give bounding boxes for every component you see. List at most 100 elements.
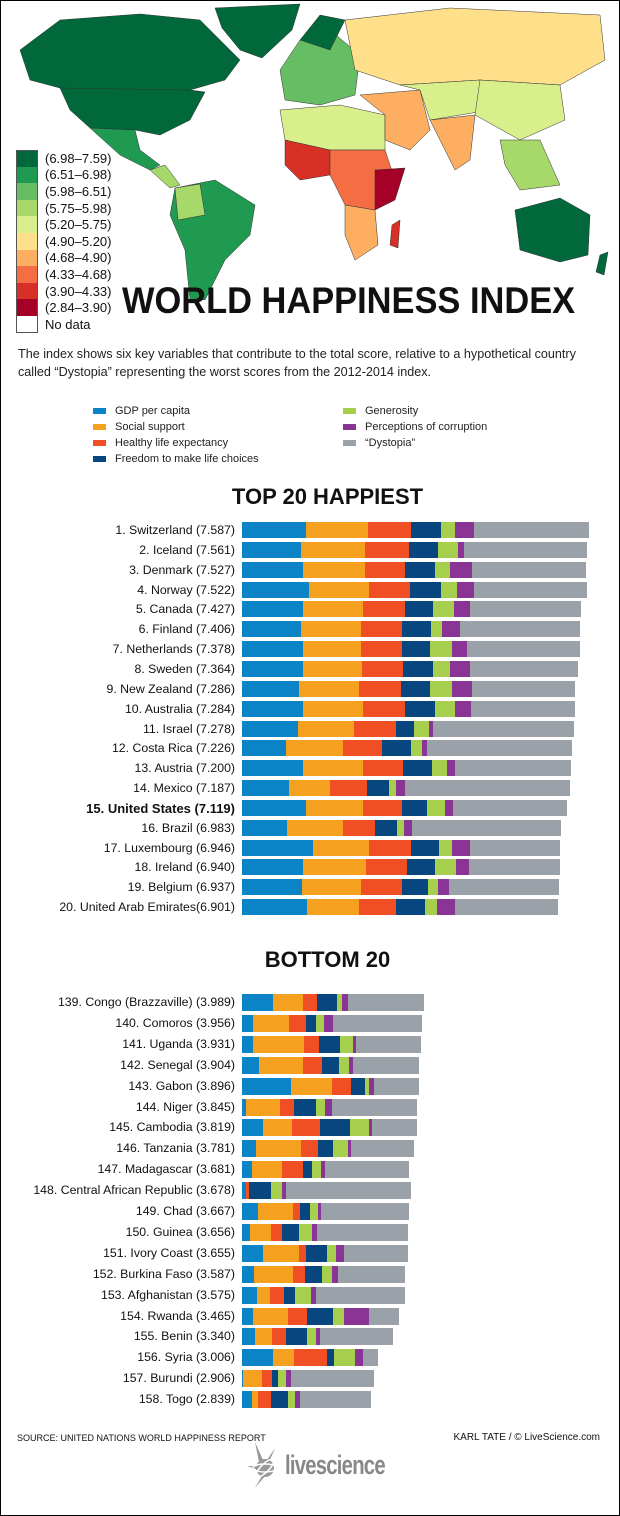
bar-segment-freedom-to-make-life-choices [351, 1077, 366, 1095]
bar-segment-social-support [305, 522, 368, 538]
legend-swatch [343, 408, 356, 414]
bar-segment-perceptions-of-corruption [348, 1056, 354, 1074]
map-legend-item: No data [16, 315, 112, 333]
bar-segment-gdp-per-capita [242, 839, 314, 856]
bar-segment-dystopia [469, 859, 560, 876]
bar-segment-generosity [307, 1328, 316, 1346]
bar-segment-perceptions-of-corruption [452, 680, 472, 697]
bar-segment-generosity [311, 1161, 322, 1179]
bar-segment-social-support [308, 581, 370, 598]
bar-segment-freedom-to-make-life-choices [305, 1244, 327, 1262]
bar-segment-healthy-life-expectancy [361, 660, 404, 677]
bar-segment-freedom-to-make-life-choices [403, 760, 432, 777]
stacked-bar [242, 859, 560, 876]
bar-segment-healthy-life-expectancy [280, 1098, 295, 1116]
bar-segment-dystopia [363, 1349, 378, 1367]
bar-segment-generosity [365, 1077, 369, 1095]
bar-label: 4. Norway (7.522) [137, 582, 235, 597]
stacked-bar [242, 641, 580, 658]
bar-segment-dystopia [344, 1244, 409, 1262]
bar-segment-generosity [430, 680, 453, 697]
stacked-bar [242, 1349, 378, 1367]
stacked-bar [242, 760, 572, 777]
bar-segment-dystopia [371, 1119, 417, 1137]
bar-label: 158. Togo (2.839) [138, 1392, 235, 1407]
bar-label: 152. Burkina Faso (3.587) [92, 1266, 235, 1281]
bar-segment-social-support [253, 1014, 290, 1032]
bar-segment-dystopia [351, 1140, 414, 1158]
bar-segment-perceptions-of-corruption [353, 1035, 357, 1053]
bar-segment-gdp-per-capita [242, 1161, 253, 1179]
bar-segment-social-support [263, 1119, 293, 1137]
bar-segment-social-support [259, 1056, 304, 1074]
bar-segment-perceptions-of-corruption [454, 601, 470, 618]
bar-segment-dystopia [469, 601, 582, 618]
bar-segment-generosity [299, 1223, 312, 1241]
bar-segment-generosity [322, 1265, 333, 1283]
bar-segment-gdp-per-capita [242, 1140, 256, 1158]
stacked-bar [242, 1391, 372, 1409]
bar-segment-generosity [425, 899, 438, 916]
bar-segment-dystopia [321, 1203, 410, 1220]
bar-segment-gdp-per-capita [242, 760, 304, 777]
stacked-bar [242, 1203, 410, 1220]
bar-segment-gdp-per-capita [242, 1370, 243, 1388]
bar-label: 150. Guinea (3.656) [125, 1224, 235, 1239]
bar-segment-dystopia [452, 799, 568, 816]
map-legend-swatch [16, 315, 38, 333]
stacked-bar [242, 899, 558, 916]
bar-segment-perceptions-of-corruption [438, 879, 449, 896]
bar-segment-freedom-to-make-life-choices [319, 1119, 350, 1137]
bar-segment-social-support [305, 799, 363, 816]
bar-segment-dystopia [325, 1161, 410, 1179]
stacked-bar [242, 720, 575, 737]
map-legend-swatch [16, 216, 38, 233]
bar-segment-generosity [397, 819, 404, 836]
map-legend-swatch [16, 150, 38, 167]
bar-segment-generosity [271, 1182, 283, 1200]
legend-label: Perceptions of corruption [365, 421, 488, 433]
bar-segment-dystopia [460, 621, 581, 638]
bar-segment-freedom-to-make-life-choices [248, 1182, 272, 1200]
bar-label: 2. Iceland (7.561) [139, 542, 235, 557]
map-greenland [214, 3, 301, 59]
bar-label: 19. Belgium (6.937) [127, 880, 235, 895]
map-canada [19, 13, 241, 93]
bar-segment-freedom-to-make-life-choices [303, 1161, 312, 1179]
stacked-bar [242, 1286, 405, 1304]
bar-segment-generosity [277, 1370, 287, 1388]
bar-segment-social-support [255, 1140, 301, 1158]
map-legend-item: (2.84–3.90) [16, 299, 112, 316]
map-southern-africa [344, 204, 379, 261]
bar-segment-social-support [250, 1223, 272, 1241]
bar-segment-healthy-life-expectancy [271, 1223, 283, 1241]
bar-segment-gdp-per-capita [242, 1265, 254, 1283]
bar-segment-freedom-to-make-life-choices [374, 819, 398, 836]
bar-segment-healthy-life-expectancy [292, 1119, 320, 1137]
bar-segment-perceptions-of-corruption [282, 1182, 287, 1200]
bar-segment-generosity [433, 601, 455, 618]
bar-segment-perceptions-of-corruption [445, 799, 453, 816]
bar-segment-dystopia [286, 1182, 411, 1200]
bar-segment-generosity [316, 1014, 325, 1032]
stacked-bar [242, 1370, 374, 1388]
legend-label: Healthy life expectancy [115, 437, 229, 449]
bar-segment-gdp-per-capita [242, 1307, 253, 1325]
bar-segment-freedom-to-make-life-choices [405, 561, 435, 578]
bar-segment-generosity [428, 879, 439, 896]
stacked-bar [242, 660, 579, 677]
bar-segment-social-support [313, 839, 370, 856]
stacked-bar [242, 581, 587, 598]
bar-segment-healthy-life-expectancy [342, 819, 375, 836]
bar-segment-healthy-life-expectancy [262, 1370, 273, 1388]
bar-segment-healthy-life-expectancy [361, 621, 402, 638]
bar-segment-healthy-life-expectancy [331, 1077, 352, 1095]
map-legend-label: (2.84–3.90) [45, 300, 112, 316]
bar-segment-dystopia [411, 819, 561, 836]
bar-segment-healthy-life-expectancy [362, 799, 402, 816]
bar-segment-social-support [252, 1035, 304, 1053]
bottom20-heading: BOTTOM 20 [264, 947, 391, 972]
bar-label: 156. Syria (3.006) [137, 1350, 235, 1365]
bar-segment-dystopia [474, 522, 590, 538]
bar-segment-dystopia [432, 720, 575, 737]
